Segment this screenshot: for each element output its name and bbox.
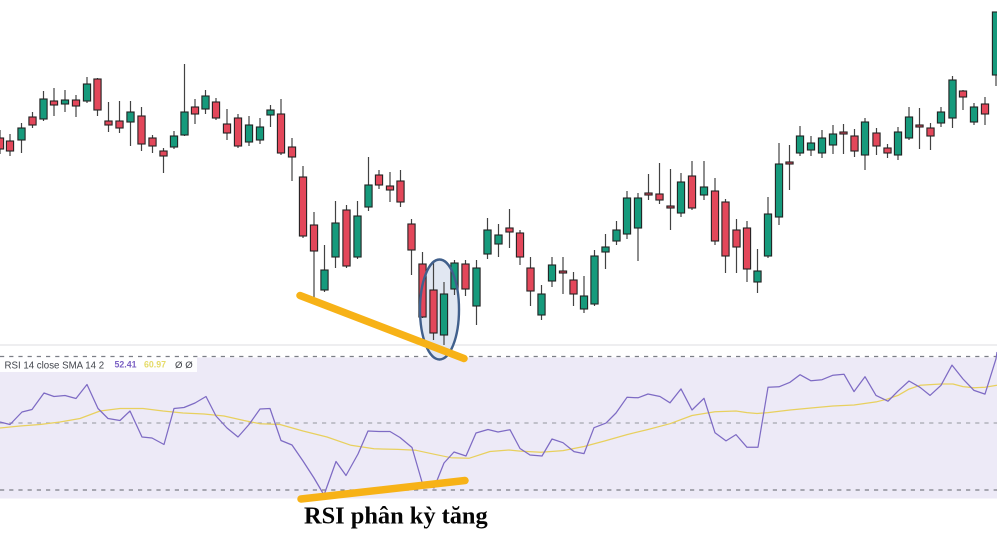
svg-text:Ø: Ø <box>185 360 193 371</box>
svg-text:52.41: 52.41 <box>115 359 137 369</box>
svg-text:Ø: Ø <box>175 360 183 371</box>
svg-text:RSI phân kỳ tăng: RSI phân kỳ tăng <box>304 503 488 530</box>
svg-text:60.97: 60.97 <box>144 359 166 369</box>
svg-text:RSI 14 close SMA 14 2: RSI 14 close SMA 14 2 <box>5 360 105 371</box>
